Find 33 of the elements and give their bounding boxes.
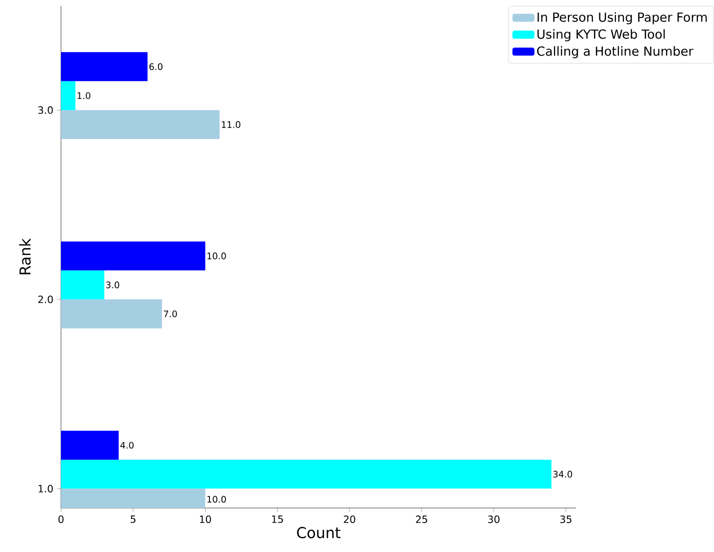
x-tick-label: 0 [58,516,64,524]
data-label: 6.0 [149,63,162,70]
data-label: 4.0 [120,442,134,449]
data-label: 11.0 [222,121,240,128]
bar [61,110,220,140]
data-label: 3.0 [106,282,120,288]
y-axis-title: Rank [19,238,31,274]
bar [61,299,162,328]
x-tick-label: 5 [130,516,136,523]
bar [61,52,148,82]
legend-label: Using KYTC Web Tool [538,29,665,42]
bar [61,270,104,300]
bar [61,460,552,489]
x-tick-label: 20 [344,516,356,524]
bar [61,81,76,110]
x-tick-label: 25 [416,516,428,524]
data-label: 10.0 [207,496,226,503]
x-tick-label: 15 [272,516,283,523]
x-tick-label: 30 [488,516,500,524]
x-tick-label: 10 [200,516,211,524]
y-tick-label: 2.0 [38,296,53,304]
data-label: 1.0 [78,92,90,100]
bar [61,430,119,460]
y-tick-label: 3.0 [38,106,53,114]
legend-label: In Person Using Paper Form [538,12,707,24]
data-label: 34.0 [553,470,572,478]
data-label: 10.0 [207,252,226,260]
legend-label: Calling a Hotline Number [537,46,694,58]
bar [61,241,206,270]
x-tick-label: 35 [560,516,572,524]
data-label: 7.0 [164,310,177,318]
x-axis-title: Count [297,526,340,538]
y-tick-label: 1.0 [38,484,53,492]
